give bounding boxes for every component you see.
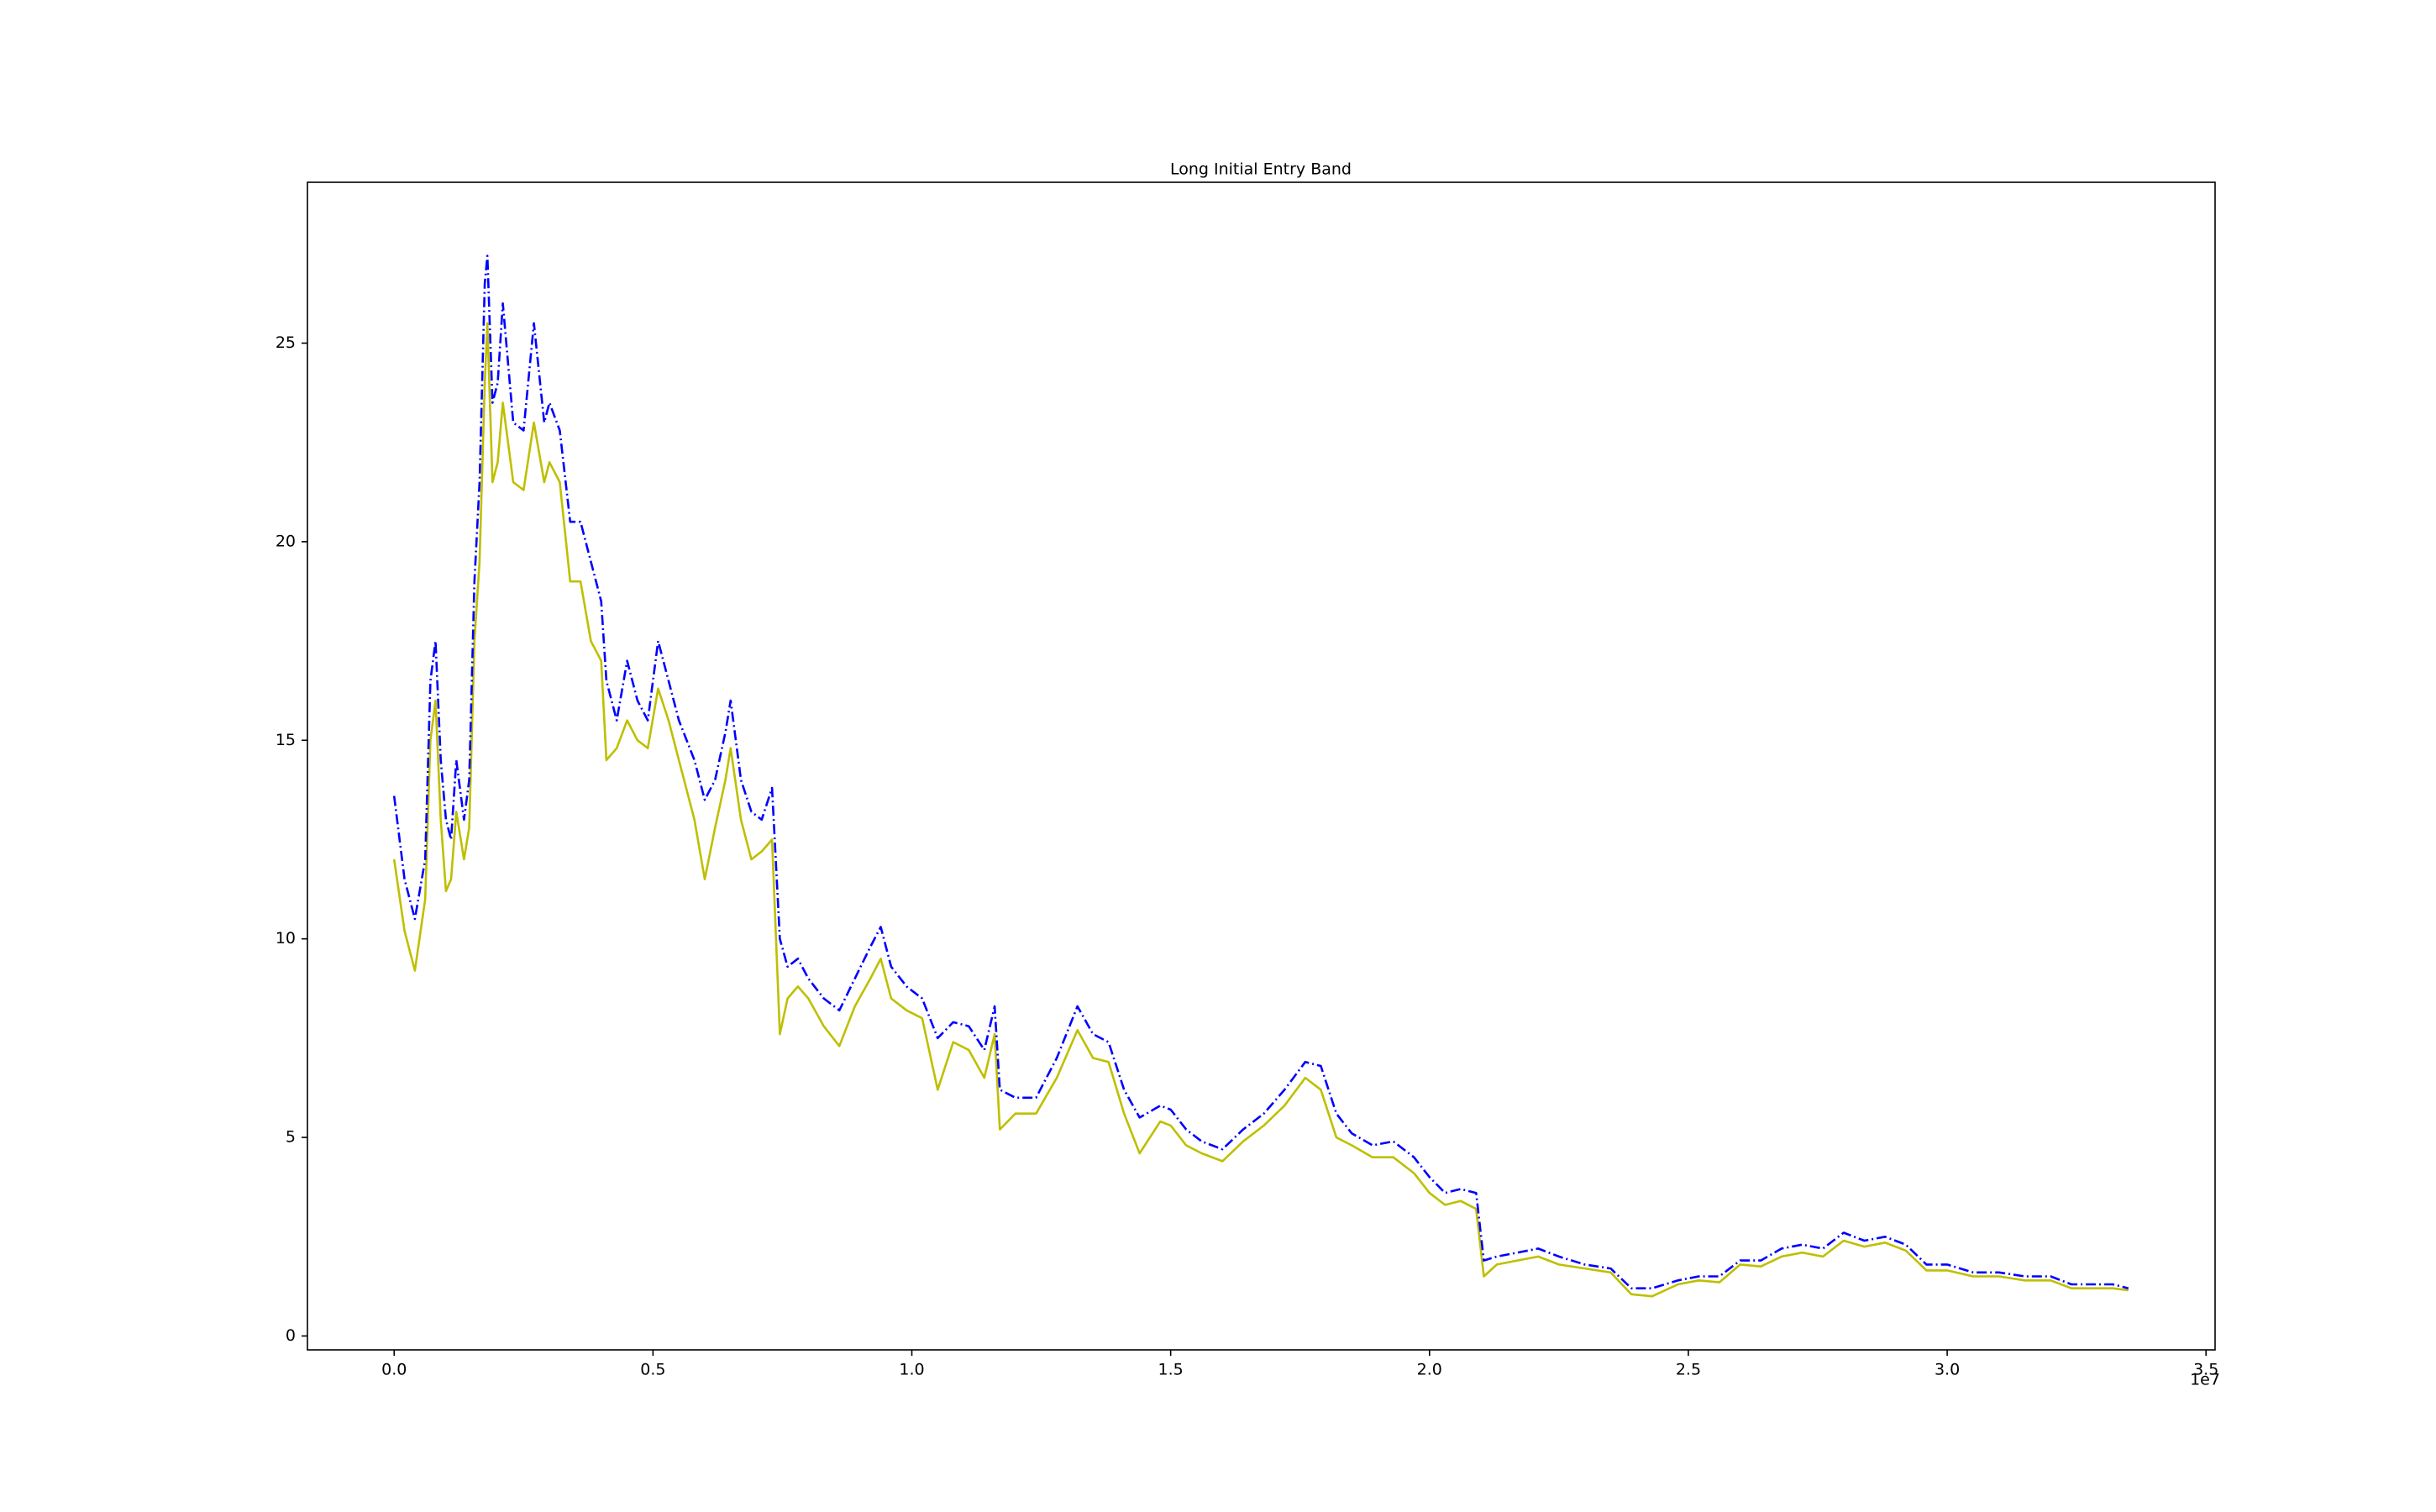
x-offset-label: 1e7	[2190, 1371, 2220, 1389]
y-tick-label: 25	[276, 333, 296, 352]
x-tick-label: 2.5	[1676, 1361, 1701, 1379]
x-tick-label: 2.0	[1417, 1361, 1442, 1379]
x-tick-label: 1.5	[1158, 1361, 1184, 1379]
y-tick-label: 20	[276, 532, 296, 550]
x-tick-label: 0.5	[640, 1361, 665, 1379]
y-tick-label: 5	[286, 1128, 296, 1147]
x-tick-label: 3.5	[2193, 1361, 2218, 1379]
series-line	[392, 255, 2129, 1289]
y-tick-label: 15	[276, 731, 296, 749]
x-tick-label: 0.0	[381, 1361, 407, 1379]
chart-title: Long Initial Entry Band	[1170, 160, 1352, 179]
y-tick-label: 10	[276, 929, 296, 948]
series-line	[392, 322, 2129, 1298]
x-tick-label: 3.0	[1935, 1361, 1960, 1379]
x-tick-label: 1.0	[899, 1361, 924, 1379]
plot-frame	[307, 181, 2216, 1351]
y-tick-label: 0	[286, 1326, 296, 1345]
